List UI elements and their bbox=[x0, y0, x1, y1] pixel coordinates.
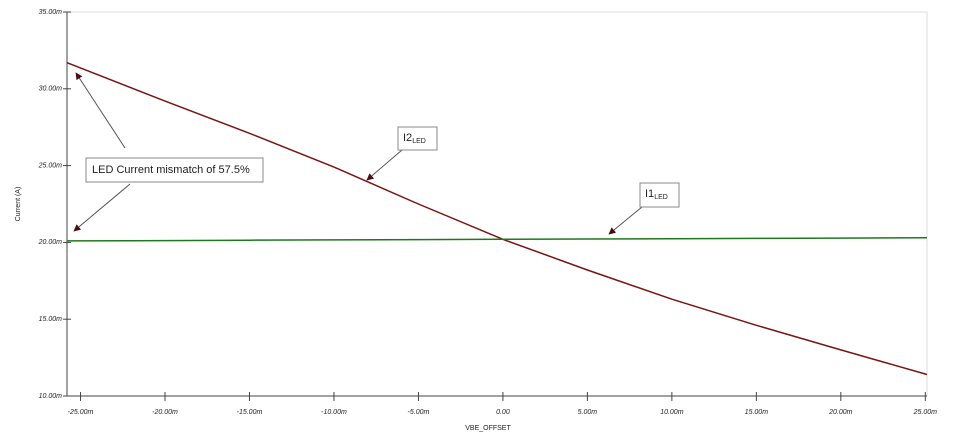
x-tick-label: 20.00m bbox=[828, 409, 853, 416]
annotation-box bbox=[639, 182, 680, 208]
y-tick-label: 15.00m bbox=[39, 316, 63, 323]
x-tick-label: 15.00m bbox=[745, 409, 769, 416]
annotation-text: I1LED bbox=[645, 188, 668, 201]
x-tick-label: -20.00m bbox=[152, 409, 178, 416]
y-tick-label: 35.00m bbox=[39, 9, 63, 16]
annotation-text: LED Current mismatch of 57.5% bbox=[92, 164, 250, 176]
x-axis-label: VBE_OFFSET bbox=[465, 425, 511, 432]
x-tick-label: 25.00m bbox=[913, 409, 938, 416]
x-tick-label: 10.00m bbox=[660, 409, 684, 416]
series-line bbox=[66, 237, 928, 242]
y-tick-label: 20.00m bbox=[38, 239, 63, 246]
annotation-sub: LED bbox=[412, 138, 426, 145]
arrow bbox=[366, 149, 403, 181]
arrow bbox=[75, 72, 126, 149]
series-line bbox=[66, 62, 928, 376]
annotations: LED Current mismatch of 57.5% I2LED I1LE… bbox=[73, 72, 680, 235]
annotation-main: I2 bbox=[403, 132, 412, 144]
annotation-main: I1 bbox=[645, 188, 654, 200]
y-axis-label: Current (A) bbox=[15, 187, 22, 222]
annotation-box bbox=[397, 126, 438, 151]
x-tick-label: -5.00m bbox=[408, 409, 430, 416]
plot-frame bbox=[66, 11, 928, 397]
y-tick-label: 25.00m bbox=[38, 162, 63, 169]
x-tick-label: 0.00 bbox=[496, 409, 510, 416]
x-tick-label: 5.00m bbox=[578, 409, 598, 416]
arrow bbox=[608, 206, 643, 235]
annotation-text: I2LED bbox=[403, 132, 426, 145]
x-tick-label: -15.00m bbox=[237, 409, 263, 416]
y-tick-label: 30.00m bbox=[39, 86, 63, 93]
y-tick-label: 10.00m bbox=[39, 393, 63, 400]
arrow bbox=[73, 183, 131, 232]
x-tick-label: -10.00m bbox=[321, 409, 347, 416]
annotation-sub: LED bbox=[654, 194, 668, 201]
annotation-box bbox=[85, 157, 264, 183]
x-tick-label: -25.00m bbox=[68, 409, 94, 416]
